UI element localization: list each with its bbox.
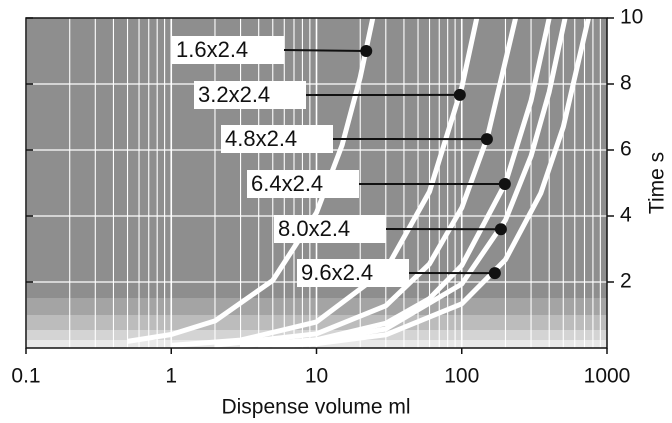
y-tick-label: 2 [620, 270, 632, 293]
x-tick-label: 0.1 [11, 365, 40, 388]
label-box [297, 259, 409, 287]
x-tick-label: 10 [305, 365, 328, 388]
curve [258, 18, 568, 348]
series-label: 8.0x2.4 [278, 216, 350, 241]
series-label: 4.8x2.4 [225, 126, 297, 151]
y-tick-label: 10 [620, 6, 643, 29]
labels: 1.6x2.4 3.2x2.4 4.8x2.4 6.4x2.4 8.0x2.4 9.6x2… [172, 36, 511, 287]
x-axis-label: Dispense volume ml [221, 396, 410, 419]
series-label: 9.6x2.4 [301, 260, 373, 285]
y-tick-label: 4 [620, 204, 632, 227]
series-label: 6.4x2.4 [251, 171, 323, 196]
dot [494, 223, 507, 236]
curve [127, 18, 376, 344]
y-tick-label: 8 [620, 72, 632, 95]
label-box [274, 215, 386, 243]
label-box [221, 125, 333, 153]
series-label: 3.2x2.4 [198, 82, 270, 107]
dot [498, 177, 511, 190]
y-tick-label: 6 [620, 138, 632, 161]
dot [480, 133, 493, 146]
x-tick-label: 1 [165, 365, 177, 388]
dot [360, 45, 373, 57]
leader-line [283, 49, 367, 52]
y-axis-label: Time s [646, 152, 669, 214]
curve [272, 18, 591, 348]
x-tick-label: 1000 [584, 365, 631, 388]
series-label: 1.6x2.4 [176, 37, 248, 62]
dot [453, 88, 466, 101]
dot [488, 267, 501, 280]
label-box [247, 170, 359, 198]
x-tick-label: 100 [444, 365, 479, 388]
label-box [172, 36, 284, 64]
label-box [194, 81, 306, 109]
